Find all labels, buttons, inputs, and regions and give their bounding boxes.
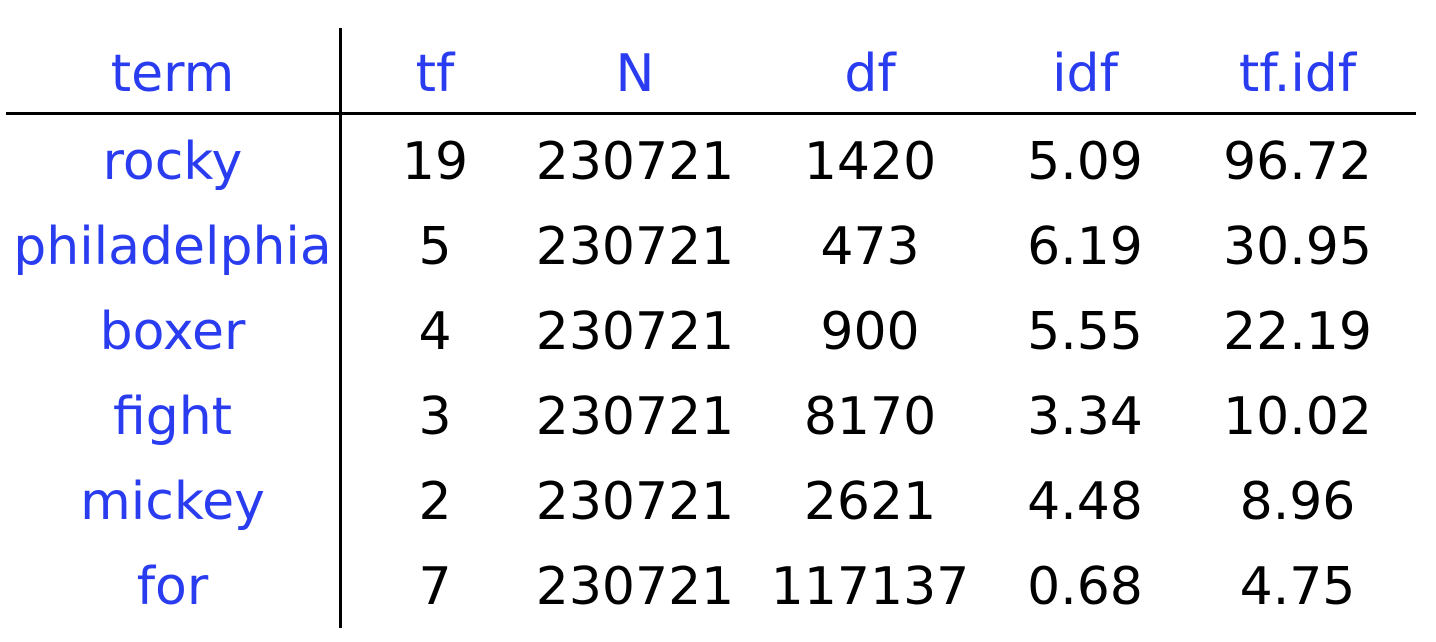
term-cell: rocky <box>102 132 243 192</box>
term-cell: fight <box>112 387 233 447</box>
term-cell: for <box>136 557 209 617</box>
n-cell: 230721 <box>535 472 735 532</box>
df-cell: 2621 <box>803 472 937 532</box>
tfidf-cell: 30.95 <box>1223 217 1372 277</box>
header-df: df <box>844 44 896 104</box>
term-cell: boxer <box>99 302 246 362</box>
header-n: N <box>615 44 655 104</box>
idf-cell: 0.68 <box>1027 557 1143 617</box>
tf-cell: 2 <box>418 472 452 532</box>
header-tfidf: tf.idf <box>1238 44 1357 104</box>
idf-cell: 5.09 <box>1027 132 1143 192</box>
tfidf-cell: 22.19 <box>1223 302 1372 362</box>
df-cell: 1420 <box>803 132 937 192</box>
n-cell: 230721 <box>535 132 735 192</box>
tfidf-cell: 4.75 <box>1239 557 1356 617</box>
idf-cell: 4.48 <box>1027 472 1143 532</box>
tf-cell: 4 <box>418 302 452 362</box>
header-tf: tf <box>415 44 455 104</box>
tf-cell: 3 <box>418 387 452 447</box>
tfidf-cell: 8.96 <box>1239 472 1356 532</box>
header-divider <box>6 112 1416 115</box>
n-cell: 230721 <box>535 217 735 277</box>
df-cell: 473 <box>820 217 920 277</box>
tf-cell: 7 <box>418 557 452 617</box>
n-cell: 230721 <box>535 387 735 447</box>
term-cell: mickey <box>80 472 265 532</box>
df-cell: 8170 <box>803 387 937 447</box>
n-cell: 230721 <box>535 302 735 362</box>
df-cell: 900 <box>820 302 920 362</box>
term-cell: philadelphia <box>13 217 332 277</box>
header-term: term <box>110 44 235 104</box>
header-idf: idf <box>1052 44 1118 104</box>
tf-cell: 5 <box>418 217 452 277</box>
tfidf-cell: 96.72 <box>1223 132 1372 192</box>
tf-cell: 19 <box>401 132 469 192</box>
n-cell: 230721 <box>535 557 735 617</box>
idf-cell: 3.34 <box>1027 387 1143 447</box>
idf-cell: 6.19 <box>1027 217 1143 277</box>
df-cell: 117137 <box>770 557 970 617</box>
idf-cell: 5.55 <box>1027 302 1143 362</box>
tfidf-cell: 10.02 <box>1223 387 1372 447</box>
term-column-divider <box>339 28 342 628</box>
